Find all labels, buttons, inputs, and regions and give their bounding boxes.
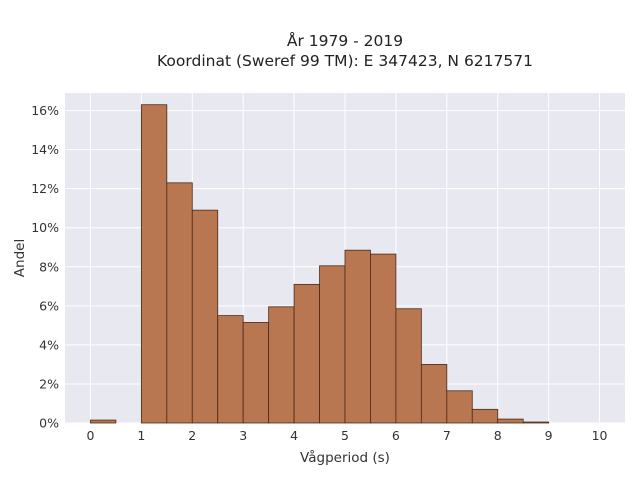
y-tick-label-5: 10% — [31, 220, 59, 235]
histogram-bar-5 — [217, 315, 244, 424]
x-tick-label-3: 3 — [239, 428, 247, 443]
histogram-bar-7 — [268, 306, 295, 424]
histogram-bar-3 — [166, 182, 193, 424]
y-tick-label-8: 16% — [31, 103, 59, 118]
y-tick-label-3: 6% — [39, 298, 59, 313]
x-tick-label-9: 9 — [545, 428, 553, 443]
chart-title: År 1979 - 2019 — [287, 31, 403, 50]
x-tick-label-1: 1 — [137, 428, 145, 443]
bars — [90, 104, 550, 424]
x-tick-label-2: 2 — [188, 428, 196, 443]
histogram-bar-8 — [293, 283, 320, 424]
histogram-bar-14 — [446, 390, 473, 424]
histogram-bar-16 — [497, 418, 524, 424]
histogram-bar-15 — [471, 408, 499, 424]
histogram-bar-2 — [140, 104, 168, 424]
y-tick-label-0: 0% — [39, 416, 59, 431]
y-axis-label: Andel — [12, 239, 28, 277]
x-tick-label-7: 7 — [443, 428, 451, 443]
x-tick-label-5: 5 — [341, 428, 349, 443]
histogram-bar-12 — [395, 308, 422, 424]
x-tick-label-8: 8 — [494, 428, 502, 443]
y-tick-label-7: 14% — [31, 142, 59, 157]
histogram-bar-11 — [370, 253, 397, 424]
y-tick-label-1: 2% — [39, 376, 59, 391]
histogram-bar-17 — [522, 421, 550, 424]
x-tick-label-6: 6 — [392, 428, 400, 443]
histogram-bar-4 — [191, 209, 219, 424]
histogram-bar-0 — [90, 419, 117, 424]
histogram-bar-10 — [344, 249, 371, 424]
y-tick-label-4: 8% — [39, 259, 59, 274]
x-tick-label-4: 4 — [290, 428, 298, 443]
x-tick-label-10: 10 — [592, 428, 608, 443]
histogram-bar-13 — [420, 364, 448, 424]
chart-subtitle: Koordinat (Sweref 99 TM): E 347423, N 62… — [157, 52, 533, 70]
y-tick-label-6: 12% — [31, 181, 59, 196]
x-tick-labels: 0 1 2 3 4 5 6 7 8 9 10 — [86, 428, 607, 443]
histogram-bar-6 — [242, 322, 270, 424]
x-axis-label: Vågperiod (s) — [300, 449, 390, 466]
x-tick-label-0: 0 — [86, 428, 94, 443]
histogram-bar-9 — [319, 265, 346, 424]
y-tick-labels: 0% 2% 4% 6% 8% 10% 12% 14% 16% — [31, 103, 59, 430]
y-tick-label-2: 4% — [39, 337, 59, 352]
